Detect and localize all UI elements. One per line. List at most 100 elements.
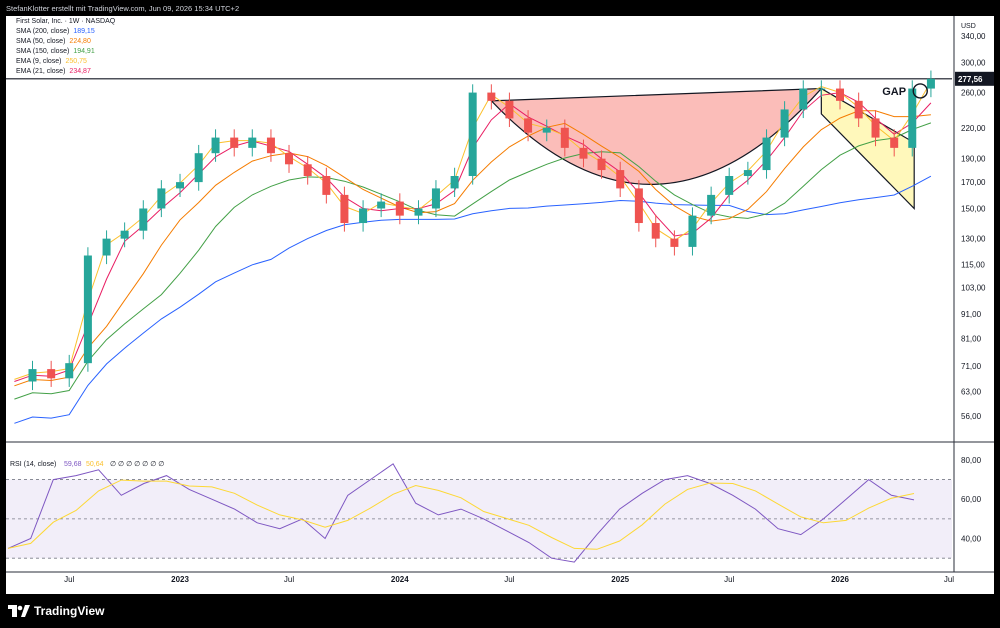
candle-body (340, 194, 349, 224)
price-tick-label: 91,00 (961, 310, 982, 319)
cup-pattern (489, 87, 823, 185)
candle-body (908, 88, 917, 148)
legend-label: EMA (21, close) (16, 68, 66, 75)
legend-label: SMA (150, close) (16, 48, 70, 55)
brand-name: TradingView (34, 604, 105, 618)
candle-body (303, 164, 312, 177)
price-tick-label: 115,00 (961, 260, 985, 269)
candle-body (47, 369, 56, 379)
candle-body (414, 208, 423, 216)
candle-body (542, 127, 551, 133)
candle-body (634, 188, 643, 224)
legend-value: 234,87 (69, 68, 91, 75)
candle-body (176, 182, 185, 189)
time-tick-label: Jul (504, 575, 514, 584)
rsi-line (7, 463, 915, 563)
price-tick-label: 150,00 (961, 204, 986, 213)
candle-body (799, 88, 808, 110)
candle-body (83, 255, 92, 364)
candle-body (359, 208, 368, 224)
legend-item[interactable]: EMA (9, close) 250,75 (16, 58, 87, 65)
candle-body (524, 118, 533, 133)
candle-body (194, 153, 203, 183)
sma150-line (14, 122, 932, 400)
price-tick-label: 220,00 (961, 124, 986, 133)
legend-item[interactable]: EMA (21, close) 234,87 (16, 68, 91, 75)
legend-item[interactable]: SMA (50, close) 224,80 (16, 38, 91, 45)
candle-body (616, 170, 625, 189)
handle-channel (820, 87, 915, 210)
last-price-tag (955, 71, 994, 86)
time-tick-label: 2025 (611, 575, 629, 584)
candle-body (285, 153, 294, 165)
candle-body (248, 137, 257, 148)
price-tick-label: 170,00 (961, 178, 986, 187)
time-tick-label: 2023 (171, 575, 189, 584)
tradingview-logo-icon (8, 605, 30, 617)
tradingview-logo[interactable]: TradingView (8, 604, 104, 618)
rsi-value: 59,68 (64, 461, 82, 468)
time-tick-label: Jul (944, 575, 954, 584)
author-line: StefanKlotter erstellt mit TradingView.c… (6, 4, 240, 13)
price-tick-label: 190,00 (961, 155, 986, 164)
candle-body (890, 137, 899, 148)
legend-label: SMA (50, close) (16, 38, 66, 45)
candle-body (102, 238, 111, 256)
legend-item[interactable]: SMA (200, close) 189,15 (16, 28, 95, 35)
candle-body (762, 137, 771, 171)
price-tick-label: 130,00 (961, 235, 986, 244)
candle-body (65, 363, 74, 379)
rsi-ma-value: 50,64 (86, 461, 104, 468)
rsi-tick-label: 60,00 (961, 495, 982, 504)
candle-body (157, 188, 166, 209)
candle-body (505, 100, 514, 119)
candle-body (688, 215, 697, 247)
candle-body (468, 92, 477, 177)
candle-body (431, 188, 440, 209)
candle-body (377, 201, 386, 209)
candle-body (395, 201, 404, 216)
rsi-tick-label: 80,00 (961, 456, 982, 465)
candle-body (560, 127, 569, 148)
time-tick-label: 2024 (391, 575, 409, 584)
legend-value: 194,91 (73, 48, 95, 55)
legend-title: First Solar, Inc. · 1W · NASDAQ (16, 18, 116, 25)
price-tick-label: 300,00 (961, 58, 986, 67)
candle-body (743, 170, 752, 177)
price-tick-label: 63,00 (961, 387, 982, 396)
rsi-extra: ∅ ∅ ∅ ∅ ∅ ∅ ∅ (110, 461, 164, 468)
legend-value: 189,15 (73, 28, 95, 35)
candle-body (266, 137, 275, 154)
candle-body (871, 118, 880, 138)
sma200-line (14, 175, 932, 424)
candle-body (450, 176, 459, 189)
chart-area[interactable]: USD 56,00 63,00 71,00 81,00 91,00 103,00 115,00… (6, 16, 994, 594)
candle-body (579, 147, 588, 159)
legend-value: 250,75 (65, 58, 87, 65)
candle-body (926, 78, 935, 89)
time-tick-label: Jul (64, 575, 74, 584)
price-tick-label: 340,00 (961, 32, 986, 41)
candle-body (211, 137, 220, 154)
time-tick-label: Jul (724, 575, 734, 584)
candle-body (651, 223, 660, 239)
gap-circle (912, 83, 928, 99)
time-tick-label: Jul (284, 575, 294, 584)
legend-label: EMA (9, close) (16, 58, 62, 65)
time-tick-label: 2026 (831, 575, 849, 584)
candle-body (670, 238, 679, 247)
legend-item[interactable]: SMA (150, close) 194,91 (16, 48, 95, 55)
candle-body (322, 176, 331, 195)
legend-value: 224,80 (69, 38, 91, 45)
chart-svg[interactable]: USD 56,00 63,00 71,00 81,00 91,00 103,00 115,00… (6, 16, 994, 594)
gap-label: GAP (882, 86, 906, 98)
candle-body (139, 208, 148, 231)
candle-body (817, 88, 826, 90)
price-tick-label: 71,00 (961, 362, 982, 371)
price-tick-label: 81,00 (961, 334, 982, 343)
price-tick-label: 103,00 (961, 284, 986, 293)
candle-body (28, 369, 37, 382)
candle-body (725, 176, 734, 195)
currency-label: USD (961, 23, 976, 30)
